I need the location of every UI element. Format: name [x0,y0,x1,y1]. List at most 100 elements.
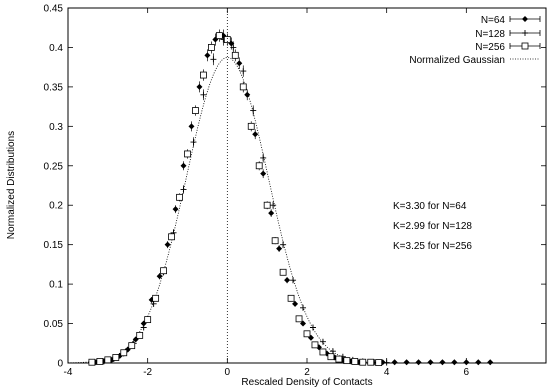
data-point-n256 [168,233,175,241]
x-tick-label: 2 [304,367,310,378]
data-point-n256 [239,83,247,91]
data-point-n64 [463,359,470,366]
data-point-n256 [112,354,120,361]
data-point-n256 [343,357,351,365]
x-axis-title: Rescaled Density of Contacts [241,377,372,388]
legend-label-n128: N=128 [475,29,505,40]
data-point-n128 [200,91,207,98]
data-point-n64 [236,60,243,67]
data-point-n64 [268,210,275,217]
data-point-n128 [240,68,247,75]
data-point-n64 [156,273,163,280]
y-tick-label: 0.25 [44,161,64,172]
data-point-n64 [391,359,398,366]
data-point-n128 [150,300,157,307]
gaussian-curve [67,57,546,364]
x-tick-label: 0 [225,367,231,378]
data-point-n64 [292,300,299,307]
data-point-n256 [295,315,303,323]
y-tick-label: 0.4 [49,43,63,54]
legend-swatch-marker [522,16,528,22]
y-tick-label: 0.35 [44,82,64,93]
data-point-n64 [276,245,283,252]
data-point-n64 [284,277,291,284]
y-tick-label: 0.45 [44,4,64,15]
data-point-n64 [439,359,446,366]
data-point-n128 [140,324,147,331]
data-point-n256 [120,349,128,357]
data-point-n128 [290,277,297,284]
data-point-n64 [252,131,259,138]
data-point-n128 [190,139,197,146]
data-point-n256 [279,268,287,276]
axis-ticks: -4 -2 0 2 4 6 0 0.05 0.1 0.15 0.2 0.25 0.3 0.35 0.4 0.4… [44,4,546,378]
data-point-n64 [415,359,422,366]
x-tick-label: -2 [143,367,152,378]
data-point-n256 [303,330,311,338]
data-point-n256 [207,44,215,51]
data-point-n256 [319,348,327,356]
data-point-n128 [280,241,287,248]
data-point-n128 [329,348,336,355]
legend-swatch-marker [521,42,529,50]
data-point-n64 [451,359,458,366]
x-tick-label: 4 [384,367,390,378]
data-point-n256 [327,353,335,361]
data-point-n64 [196,83,203,90]
data-point-n64 [180,162,187,169]
data-point-n256 [375,359,383,367]
y-tick-label: 0.15 [44,240,64,251]
data-point-n256 [184,150,191,158]
annotation-n128: K=2.99 for N=128 [393,221,472,232]
data-point-n256 [351,358,359,365]
data-point-n128 [180,186,187,193]
data-point-n64 [204,52,211,59]
data-point-n128 [230,44,237,51]
data-point-n256 [200,71,207,79]
y-tick-label: 0.05 [44,319,64,330]
data-point-n256 [152,294,160,302]
data-point-n256 [160,267,168,275]
data-point-n256 [96,358,104,365]
y-tick-label: 0.1 [49,280,63,291]
annotations: K=3.30 for N=64 K=2.99 for N=128 K=3.25 … [393,201,472,252]
data-point-n256 [335,355,343,363]
data-point-n256 [128,342,136,350]
data-point-n256 [255,162,263,170]
data-point-n256 [176,193,183,201]
data-point-n128 [319,338,326,345]
y-tick-label: 0.3 [49,122,63,133]
y-tick-label: 0.2 [49,201,63,212]
data-point-n64 [427,359,434,366]
data-point-n128 [270,202,277,209]
data-point-n128 [309,324,316,331]
data-point-n256 [367,358,375,366]
data-point-n256 [311,341,319,349]
y-tick-label: 0 [57,359,63,370]
data-point-n128 [383,359,390,366]
data-point-n64 [172,206,179,213]
legend-swatches [509,16,541,60]
data-point-n64 [188,123,195,130]
data-point-n128 [300,304,307,311]
data-point-n128 [250,107,257,114]
data-point-n64 [164,241,171,248]
data-markers [88,29,494,367]
annotation-n64: K=3.30 for N=64 [393,201,467,212]
data-point-n256 [88,358,96,366]
data-point-n64 [475,359,482,366]
data-point-n256 [287,294,295,302]
data-point-n256 [104,356,112,364]
data-point-n256 [144,316,152,324]
data-point-n256 [263,201,271,209]
legend-label-n256: N=256 [475,42,505,53]
data-point-n256 [247,122,255,130]
data-point-n256 [271,237,279,245]
x-tick-label: 6 [464,367,470,378]
data-point-n64 [487,359,494,366]
data-point-n128 [260,154,267,161]
data-point-n256 [192,107,199,114]
legend-swatch-marker [522,30,528,36]
y-axis-title: Normalized Distributions [6,131,17,239]
